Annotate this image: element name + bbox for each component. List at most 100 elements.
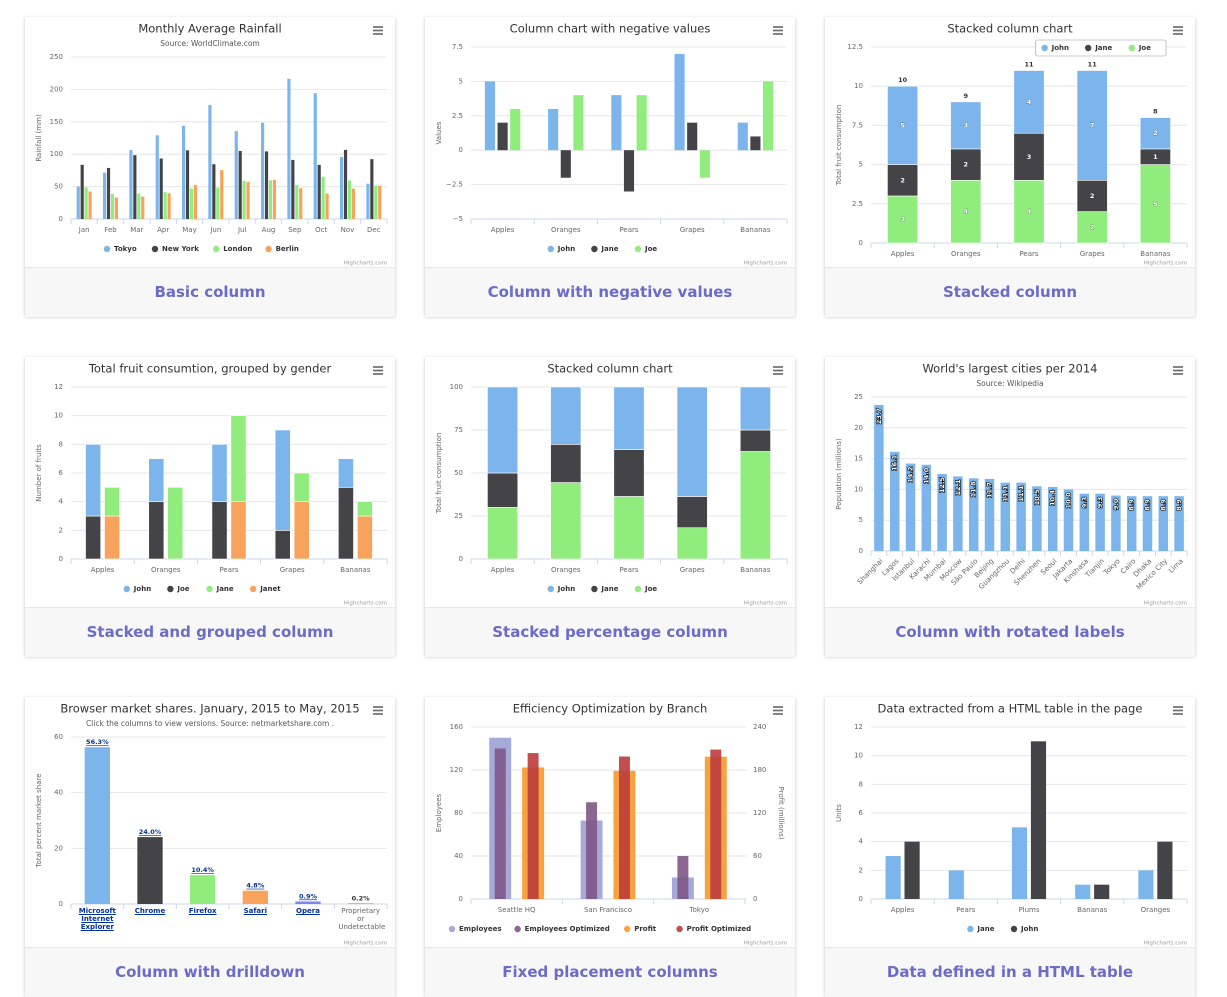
data-label: 12.5 [938, 477, 946, 494]
legend-symbol [265, 245, 272, 253]
legend-item[interactable]: Employees [448, 925, 502, 933]
legend-item[interactable]: John [547, 245, 576, 253]
chart-title: Total fruit consumtion, grouped by gende… [88, 362, 332, 376]
legend-label: New York [162, 245, 199, 253]
bar[interactable] [137, 837, 163, 904]
x-tick-label: Bananas [1140, 250, 1171, 258]
legend-label: Employees Optimized [525, 925, 610, 933]
menu-button[interactable] [773, 366, 783, 375]
bar [1157, 841, 1173, 899]
y-tick-label: 5 [859, 516, 863, 524]
bar-segment [104, 487, 120, 517]
bar-segment [104, 515, 120, 560]
y-axis-label: Number of fruits [35, 444, 43, 502]
legend-item[interactable]: Joe [167, 585, 190, 593]
y-tick-label: 10 [54, 412, 63, 420]
data-label[interactable]: 0.9% [299, 892, 318, 900]
x-tick-label: Pears [1019, 250, 1038, 258]
data-label[interactable]: 56.3% [86, 738, 109, 746]
bar-segment [613, 386, 645, 450]
legend-symbol [1128, 44, 1135, 52]
bar [948, 870, 964, 899]
x-tick-label: Lima [1167, 557, 1185, 575]
legend-item[interactable]: London [213, 245, 252, 253]
card-caption[interactable]: Column with negative values [425, 267, 795, 317]
card-caption[interactable]: Stacked percentage column [425, 607, 795, 657]
bar [155, 135, 159, 219]
bar[interactable] [84, 747, 110, 904]
legend-item[interactable]: Profit [624, 925, 657, 933]
bar-segment [274, 530, 291, 560]
menu-button[interactable] [373, 26, 383, 35]
card-caption[interactable]: Basic column [25, 267, 395, 317]
bar [264, 151, 269, 219]
card-caption[interactable]: Column with rotated labels [825, 607, 1195, 657]
bar[interactable] [190, 875, 216, 904]
legend-item[interactable]: John [1010, 925, 1039, 933]
bar-segment [676, 527, 708, 560]
legend-item[interactable]: Jane [591, 245, 619, 253]
legend-item[interactable]: John [1041, 44, 1069, 52]
bar[interactable] [242, 890, 268, 904]
y-axis-label: Total percent market share [35, 773, 43, 868]
chart-title: Stacked column chart [547, 362, 673, 376]
menu-button[interactable] [773, 706, 783, 715]
legend-item[interactable]: Jane [1085, 44, 1113, 52]
x-label-box: Chrome [134, 907, 166, 915]
bar [212, 164, 216, 219]
y-axis-label: Total fruit consumption [435, 433, 443, 515]
legend-item[interactable]: Tokyo [103, 245, 137, 253]
legend-item[interactable]: John [547, 585, 576, 593]
card-caption[interactable]: Fixed placement columns [425, 947, 795, 997]
bar [321, 176, 325, 219]
menu-button[interactable] [373, 706, 383, 715]
y-tick-label: 250 [50, 53, 63, 61]
card-caption[interactable]: Stacked column [825, 267, 1195, 317]
bar[interactable] [295, 901, 321, 904]
legend-item[interactable]: Jane [206, 585, 234, 593]
bar [586, 802, 598, 899]
legend-item[interactable]: Joe [634, 585, 658, 593]
menu-button[interactable] [1173, 366, 1183, 375]
data-label[interactable]: 10.4% [191, 866, 214, 874]
legend-item[interactable]: Joe [1128, 44, 1152, 52]
legend-item[interactable]: Joe [634, 245, 658, 253]
x-tick-label[interactable]: Opera [296, 907, 320, 915]
legend-item[interactable]: John [123, 585, 152, 593]
menu-button[interactable] [1173, 26, 1183, 35]
legend-item[interactable]: New York [151, 245, 199, 253]
bar-segment [887, 195, 919, 244]
menu-button[interactable] [373, 366, 383, 375]
legend-item[interactable]: Jane [591, 585, 619, 593]
card-caption[interactable]: Data defined in a HTML table [825, 947, 1195, 997]
legend-item[interactable]: Jane [967, 925, 995, 933]
card-caption[interactable]: Stacked and grouped column [25, 607, 395, 657]
legend-item[interactable]: Janet [250, 585, 281, 593]
menu-button[interactable] [1173, 706, 1183, 715]
bar [163, 192, 167, 219]
bar [114, 197, 119, 219]
x-tick-label[interactable]: Safari [243, 907, 268, 915]
data-label: 10.4 [1049, 489, 1057, 506]
legend-item[interactable]: Profit Optimized [676, 925, 751, 933]
bar [623, 150, 635, 192]
data-label[interactable]: 24.0% [139, 828, 162, 836]
x-tick-label[interactable]: Firefox [188, 907, 217, 915]
chart-subtitle: Click the columns to view versions. Sour… [86, 719, 334, 728]
legend-symbol [547, 585, 554, 593]
bar [137, 193, 141, 219]
bar [737, 122, 748, 151]
data-label: 4 [1027, 98, 1032, 106]
x-tick-label[interactable]: Chrome [134, 907, 166, 915]
bar [494, 748, 506, 899]
menu-button[interactable] [773, 26, 783, 35]
card-caption[interactable]: Column with drilldown [25, 947, 395, 997]
data-label: 8.9 [1128, 499, 1136, 511]
legend-symbol [103, 245, 111, 253]
legend-item[interactable]: Berlin [265, 245, 299, 253]
x-tick-label[interactable]: Microsoft Internet Explorer [78, 907, 116, 931]
legend-item[interactable]: Employees Optimized [514, 925, 610, 933]
bar [106, 167, 111, 219]
bar [378, 185, 382, 219]
data-label[interactable]: 4.8% [246, 882, 265, 890]
